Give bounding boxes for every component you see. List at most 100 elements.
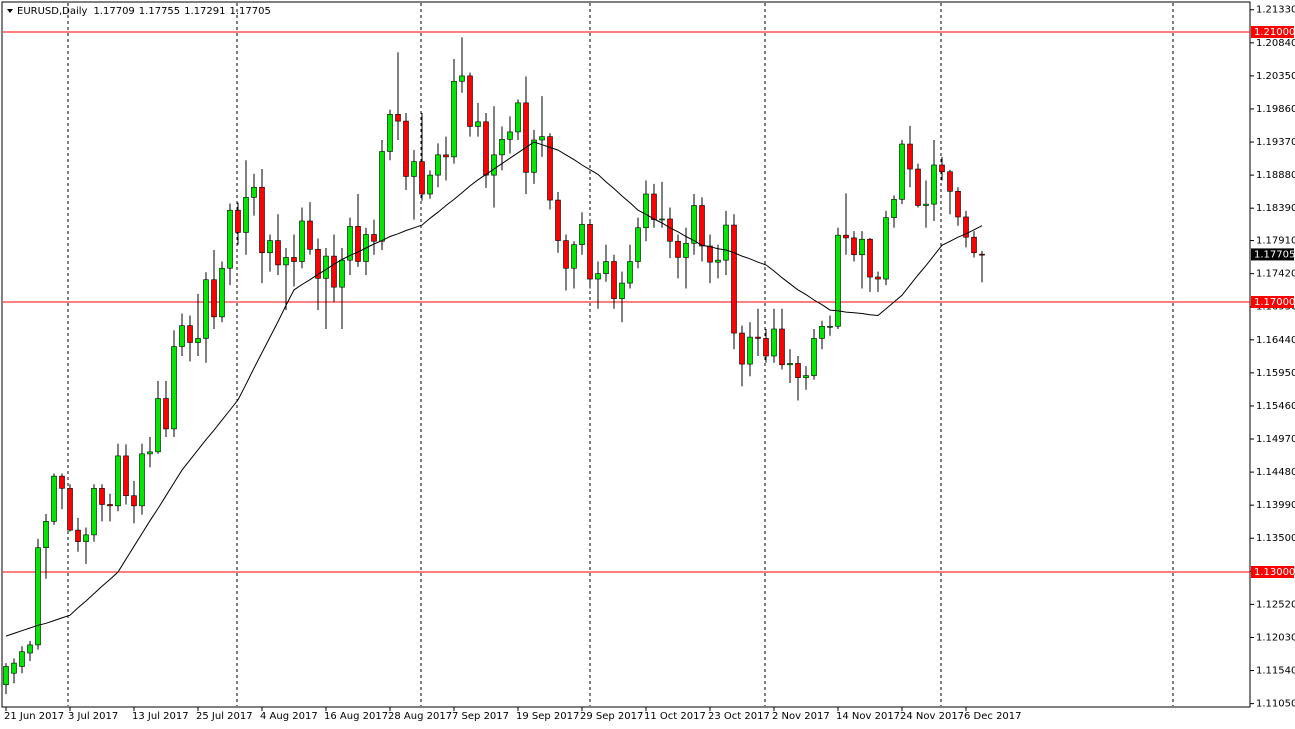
candle-body xyxy=(403,120,409,177)
candle-body xyxy=(131,495,137,507)
candle-body xyxy=(219,267,225,318)
candle-body xyxy=(891,199,897,218)
candle-body xyxy=(691,205,697,244)
candle-body xyxy=(579,224,585,245)
plot-frame xyxy=(1,1,1251,708)
candle-body xyxy=(323,255,329,279)
x-tick-label: 24 Nov 2017 xyxy=(900,711,964,722)
candle-body xyxy=(147,451,153,455)
candle-body xyxy=(379,151,385,242)
menu-arrow[interactable] xyxy=(7,9,13,13)
candle-body xyxy=(155,398,161,453)
header-open: 1.17709 xyxy=(93,6,134,17)
level-label-box xyxy=(1251,26,1294,39)
candle-body xyxy=(187,325,193,343)
level-label-box xyxy=(1251,565,1294,578)
candle-body xyxy=(491,154,497,176)
candle-body xyxy=(395,114,401,122)
candle-body xyxy=(139,453,145,507)
candle-body xyxy=(211,279,217,318)
candle-body xyxy=(227,209,233,269)
candle-body xyxy=(35,547,41,646)
candle-body xyxy=(467,75,473,127)
candle-body xyxy=(795,363,801,378)
candle-body xyxy=(931,164,937,205)
candle-body xyxy=(651,193,657,220)
candle-body xyxy=(723,224,729,261)
y-tick-label: 1.13990 xyxy=(1256,500,1295,511)
x-tick-label: 11 Oct 2017 xyxy=(644,711,706,722)
candle-body xyxy=(19,651,25,667)
candle-body xyxy=(907,143,913,170)
y-tick-label: 1.21330 xyxy=(1256,5,1295,16)
candle-body xyxy=(299,220,305,262)
x-tick-label: 13 Jul 2017 xyxy=(132,711,189,722)
y-tick-label: 1.12520 xyxy=(1256,599,1295,610)
candle-body xyxy=(675,240,681,258)
candle-body xyxy=(419,161,425,195)
candle-body xyxy=(459,75,465,82)
candle-body xyxy=(371,234,377,242)
candle-body xyxy=(803,375,809,378)
candle-body xyxy=(643,193,649,229)
x-tick-label: 2 Nov 2017 xyxy=(772,711,830,722)
candle-body xyxy=(915,168,921,206)
candle-body xyxy=(123,455,129,497)
candle-body xyxy=(667,218,673,242)
candle-body xyxy=(59,475,65,489)
y-tick-label: 1.15950 xyxy=(1256,368,1295,379)
header-low: 1.17291 xyxy=(184,6,225,17)
candle-body xyxy=(51,475,57,522)
candle-body xyxy=(835,234,841,327)
candle-body xyxy=(875,276,881,280)
y-tick-label: 1.17420 xyxy=(1256,269,1295,280)
candle-body xyxy=(819,326,825,339)
candle-body xyxy=(475,121,481,127)
candle-body xyxy=(75,529,81,542)
candle-body xyxy=(355,226,361,262)
candle-body xyxy=(235,209,241,233)
candle-body xyxy=(27,644,33,654)
candle-body xyxy=(699,205,705,247)
y-tick-label: 1.11540 xyxy=(1256,666,1295,677)
x-tick-label: 21 Jun 2017 xyxy=(4,711,64,722)
candle-body xyxy=(963,216,969,238)
candle-body xyxy=(635,227,641,262)
last-price-label: 1.17705 xyxy=(1254,249,1295,260)
candle-body xyxy=(971,236,977,254)
y-tick-label: 1.19860 xyxy=(1256,104,1295,115)
candle-body xyxy=(763,338,769,357)
candle-body xyxy=(747,336,753,365)
candle-body xyxy=(195,338,201,343)
candle-body xyxy=(259,186,265,254)
candle-body xyxy=(43,521,49,548)
candle-body xyxy=(387,114,393,152)
candle-body xyxy=(499,139,505,156)
moving-average xyxy=(5,141,983,637)
candle-body xyxy=(339,259,345,288)
level-label: 1.21000 xyxy=(1254,27,1295,38)
y-tick-label: 1.19370 xyxy=(1256,137,1295,148)
candle-body xyxy=(539,136,545,141)
candle-body xyxy=(827,326,833,328)
candle-body xyxy=(739,332,745,365)
candle-body xyxy=(307,220,313,250)
x-tick-label: 14 Nov 2017 xyxy=(836,711,900,722)
candle-body xyxy=(243,197,249,233)
candle-body xyxy=(67,487,73,531)
level-label: 1.13000 xyxy=(1254,567,1295,578)
y-tick-label: 1.11050 xyxy=(1256,699,1295,710)
candle-body xyxy=(955,191,961,218)
x-tick-label: 6 Dec 2017 xyxy=(964,711,1022,722)
candle-body xyxy=(899,143,905,200)
candle-body xyxy=(507,131,513,140)
candle-body xyxy=(611,261,617,299)
candle-body xyxy=(659,218,665,221)
candle-body xyxy=(91,487,97,536)
candle-body xyxy=(571,244,577,269)
last-price-box xyxy=(1251,248,1294,261)
candle-body xyxy=(171,346,177,430)
candle-body xyxy=(947,171,953,192)
candle-body xyxy=(531,139,537,173)
